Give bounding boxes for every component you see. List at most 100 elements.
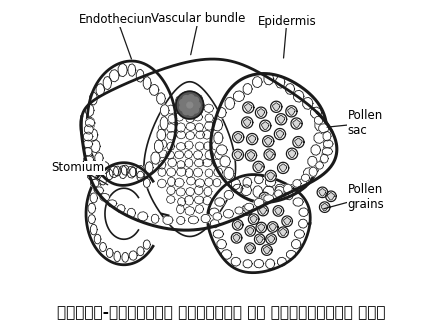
Polygon shape	[293, 136, 304, 148]
Polygon shape	[285, 190, 293, 200]
Polygon shape	[158, 139, 167, 149]
Polygon shape	[176, 167, 186, 176]
Polygon shape	[269, 223, 276, 231]
Polygon shape	[176, 123, 186, 132]
Polygon shape	[117, 205, 125, 213]
Polygon shape	[210, 219, 219, 228]
Polygon shape	[258, 205, 268, 216]
Polygon shape	[258, 224, 265, 231]
Polygon shape	[263, 136, 274, 147]
Polygon shape	[176, 142, 186, 150]
Polygon shape	[245, 226, 255, 236]
Polygon shape	[297, 179, 307, 189]
Polygon shape	[244, 119, 251, 126]
Polygon shape	[176, 91, 204, 119]
Polygon shape	[231, 233, 242, 243]
Polygon shape	[167, 131, 176, 140]
Polygon shape	[282, 216, 293, 226]
Polygon shape	[224, 209, 234, 218]
Polygon shape	[210, 208, 219, 216]
Polygon shape	[168, 177, 175, 186]
Polygon shape	[323, 131, 331, 141]
Polygon shape	[86, 104, 94, 117]
Polygon shape	[186, 113, 194, 123]
Polygon shape	[167, 186, 175, 195]
Polygon shape	[91, 179, 99, 187]
Polygon shape	[175, 113, 184, 121]
Polygon shape	[143, 77, 151, 89]
Polygon shape	[114, 166, 121, 176]
Polygon shape	[187, 177, 195, 185]
Polygon shape	[243, 260, 252, 268]
Polygon shape	[88, 214, 95, 224]
Polygon shape	[157, 93, 165, 104]
Polygon shape	[88, 171, 96, 180]
Polygon shape	[118, 63, 127, 77]
Polygon shape	[186, 131, 195, 140]
Polygon shape	[295, 138, 302, 146]
Polygon shape	[264, 195, 274, 202]
Polygon shape	[277, 115, 285, 123]
Polygon shape	[128, 64, 136, 76]
Polygon shape	[271, 101, 282, 112]
Polygon shape	[266, 234, 276, 244]
Polygon shape	[253, 186, 263, 198]
Polygon shape	[235, 207, 243, 214]
Polygon shape	[276, 76, 285, 88]
Polygon shape	[86, 117, 95, 129]
Polygon shape	[183, 96, 190, 102]
Polygon shape	[100, 193, 110, 201]
Polygon shape	[91, 224, 97, 235]
Polygon shape	[188, 109, 194, 116]
Polygon shape	[213, 178, 221, 187]
Polygon shape	[217, 145, 227, 155]
Polygon shape	[151, 214, 159, 223]
Polygon shape	[245, 243, 255, 253]
Polygon shape	[280, 228, 286, 236]
Polygon shape	[157, 179, 167, 188]
Polygon shape	[160, 117, 168, 130]
Polygon shape	[322, 148, 332, 155]
Polygon shape	[186, 187, 194, 196]
Polygon shape	[167, 168, 176, 177]
Polygon shape	[264, 73, 274, 85]
Polygon shape	[192, 97, 198, 104]
Polygon shape	[195, 123, 203, 132]
Polygon shape	[245, 150, 256, 161]
Polygon shape	[253, 77, 262, 88]
Polygon shape	[101, 162, 110, 173]
Polygon shape	[268, 235, 274, 243]
Polygon shape	[144, 178, 150, 188]
Polygon shape	[308, 156, 317, 167]
Polygon shape	[262, 122, 269, 130]
Text: Epidermis: Epidermis	[258, 15, 316, 58]
Polygon shape	[263, 186, 274, 197]
Polygon shape	[201, 214, 210, 223]
Polygon shape	[254, 198, 264, 207]
Polygon shape	[88, 128, 98, 141]
Polygon shape	[321, 204, 328, 211]
Polygon shape	[193, 113, 203, 121]
Polygon shape	[267, 172, 274, 180]
Polygon shape	[266, 259, 275, 269]
Polygon shape	[292, 239, 301, 249]
Polygon shape	[150, 84, 159, 96]
Polygon shape	[205, 178, 213, 187]
Polygon shape	[266, 178, 276, 187]
Polygon shape	[84, 132, 93, 141]
Polygon shape	[278, 227, 288, 237]
Polygon shape	[110, 70, 119, 82]
Polygon shape	[244, 104, 252, 112]
Polygon shape	[81, 113, 337, 230]
Polygon shape	[212, 119, 223, 131]
Polygon shape	[157, 129, 166, 141]
Polygon shape	[122, 252, 129, 262]
Polygon shape	[275, 114, 287, 125]
Polygon shape	[247, 133, 258, 145]
Polygon shape	[202, 158, 212, 167]
Polygon shape	[107, 169, 113, 180]
Text: Stomium: Stomium	[51, 161, 108, 185]
Polygon shape	[90, 193, 98, 203]
Polygon shape	[86, 163, 153, 265]
Polygon shape	[259, 192, 270, 203]
